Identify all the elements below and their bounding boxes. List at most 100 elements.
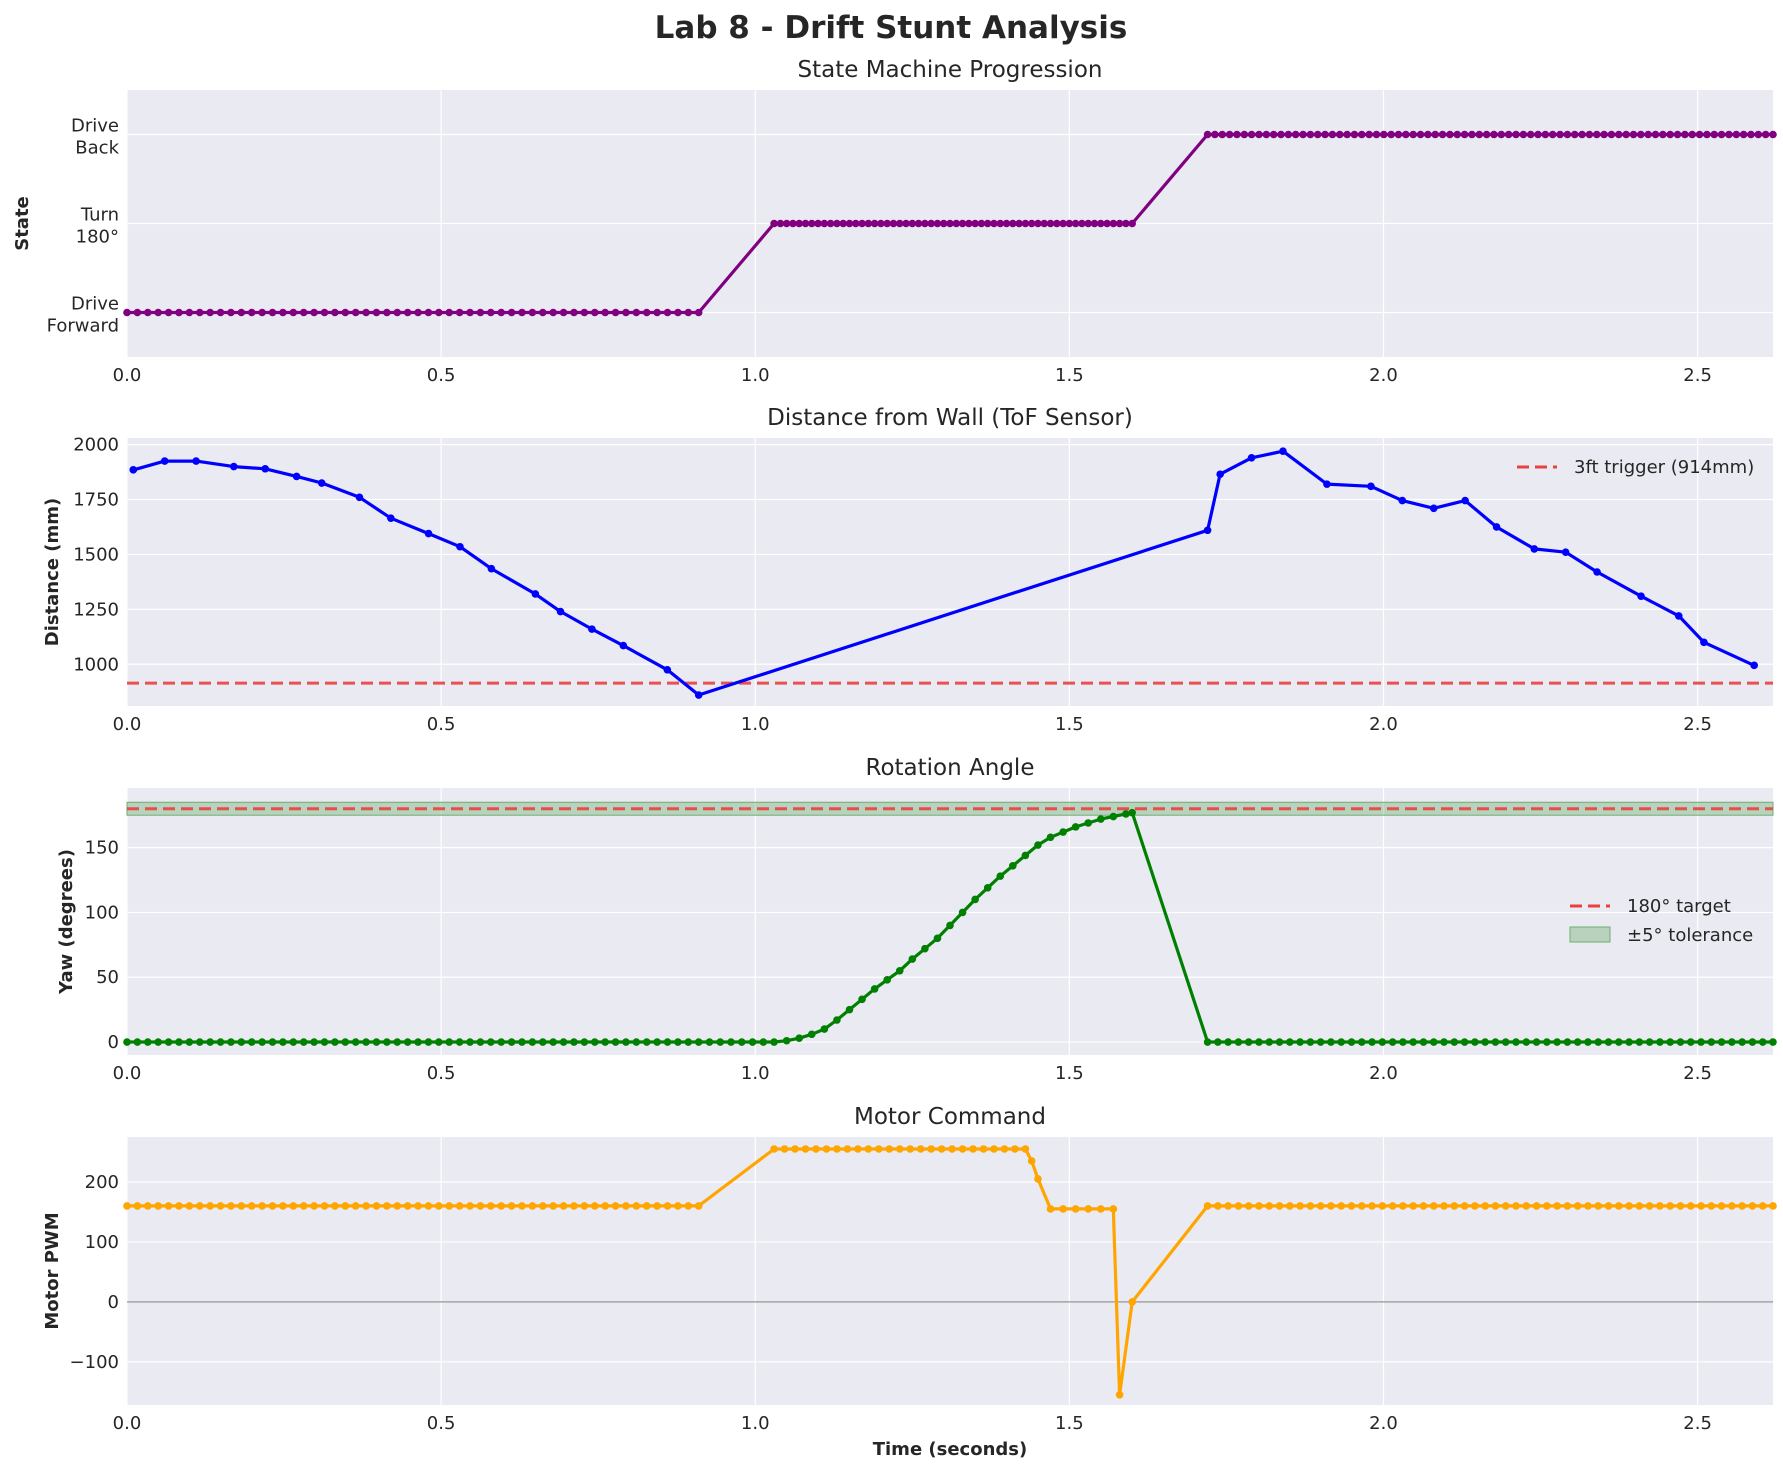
- data-point: [154, 1202, 162, 1210]
- data-point: [538, 1202, 547, 1210]
- legend-label: ±5° tolerance: [1627, 925, 1753, 946]
- data-point: [445, 308, 454, 317]
- data-point: [372, 308, 381, 317]
- data-point: [1269, 130, 1278, 139]
- data-point: [1604, 1038, 1613, 1046]
- data-point: [1666, 1038, 1674, 1046]
- data-point: [1563, 1202, 1572, 1210]
- y-tick-label-line: Turn: [80, 205, 119, 226]
- data-point: [1637, 592, 1645, 600]
- data-point: [1419, 1202, 1428, 1210]
- data-point: [1645, 1202, 1654, 1210]
- data-point: [320, 308, 329, 317]
- y-tick-label-line: Back: [75, 138, 119, 159]
- data-point: [580, 1202, 589, 1210]
- data-point: [1614, 1202, 1623, 1210]
- x-tick-label: 0.5: [427, 714, 456, 735]
- data-point: [748, 1038, 757, 1046]
- data-point: [1299, 130, 1307, 139]
- x-tick-label: 2.5: [1683, 365, 1712, 386]
- data-point: [1686, 1038, 1695, 1046]
- x-tick-label: 1.5: [1055, 365, 1084, 386]
- y-axis-label: Yaw (degrees): [56, 849, 77, 995]
- data-point: [1522, 1038, 1531, 1046]
- data-point: [1388, 1202, 1397, 1210]
- data-point: [1015, 219, 1023, 228]
- data-point: [206, 1038, 214, 1046]
- data-point: [538, 1038, 547, 1046]
- data-point: [1255, 130, 1263, 139]
- data-point: [1096, 1205, 1105, 1213]
- data-point: [883, 219, 891, 228]
- data-point: [776, 219, 785, 228]
- data-point: [1399, 1202, 1407, 1210]
- data-point: [1710, 130, 1719, 139]
- data-point: [383, 308, 391, 317]
- data-point: [716, 1038, 725, 1046]
- data-point: [160, 457, 169, 465]
- data-point: [1676, 1038, 1685, 1046]
- data-point: [580, 1038, 589, 1046]
- data-point: [289, 1038, 298, 1046]
- data-point: [1350, 130, 1359, 139]
- data-point: [1034, 1175, 1042, 1183]
- data-point: [870, 219, 879, 228]
- data-point: [812, 1145, 820, 1153]
- data-point: [642, 1202, 651, 1210]
- data-point: [466, 308, 474, 317]
- data-point: [590, 308, 599, 317]
- data-point: [1053, 219, 1061, 228]
- data-point: [424, 1202, 433, 1210]
- y-tick-label: 100: [85, 1232, 119, 1253]
- data-point: [237, 1038, 246, 1046]
- data-point: [983, 884, 992, 892]
- data-point: [1286, 1202, 1294, 1210]
- data-point: [570, 1202, 578, 1210]
- data-point: [1592, 130, 1601, 139]
- y-tick-label: 1500: [73, 544, 119, 565]
- y-axis-label: Distance (mm): [42, 498, 63, 647]
- data-point: [1471, 1038, 1479, 1046]
- x-tick-label: 2.0: [1369, 1413, 1398, 1434]
- data-point: [445, 1202, 454, 1210]
- x-tick-label: 1.0: [741, 1063, 770, 1084]
- data-point: [1761, 130, 1770, 139]
- data-point: [1629, 130, 1638, 139]
- data-point: [933, 934, 942, 943]
- data-point: [435, 1038, 443, 1046]
- data-point: [895, 1145, 904, 1153]
- data-point: [1697, 1202, 1705, 1210]
- data-point: [1343, 130, 1351, 139]
- data-point: [1748, 1202, 1757, 1210]
- x-tick-label: 1.0: [741, 1413, 770, 1434]
- data-point: [320, 1038, 329, 1046]
- data-point: [123, 308, 131, 317]
- data-point: [807, 1030, 816, 1039]
- data-point: [1255, 1038, 1263, 1046]
- plot-area: [127, 1137, 1773, 1405]
- x-tick-label: 2.5: [1683, 1413, 1712, 1434]
- data-point: [1021, 219, 1030, 228]
- data-point: [164, 1038, 173, 1046]
- data-point: [227, 1202, 235, 1210]
- data-point: [782, 219, 791, 228]
- data-point: [843, 1145, 852, 1153]
- data-point: [1553, 1202, 1561, 1210]
- data-point: [588, 625, 596, 633]
- data-point: [770, 1145, 778, 1153]
- data-point: [1491, 1202, 1500, 1210]
- data-point: [1096, 815, 1105, 823]
- data-point: [185, 308, 194, 317]
- y-tick-label: 150: [85, 838, 119, 859]
- data-point: [1656, 1038, 1664, 1046]
- data-point: [1707, 1202, 1716, 1210]
- data-point: [206, 308, 214, 317]
- data-point: [1211, 130, 1219, 139]
- data-point: [355, 493, 364, 502]
- data-point: [933, 219, 942, 228]
- data-point: [216, 1038, 225, 1046]
- data-point: [1748, 1038, 1757, 1046]
- data-point: [1637, 130, 1645, 139]
- data-point: [642, 308, 651, 317]
